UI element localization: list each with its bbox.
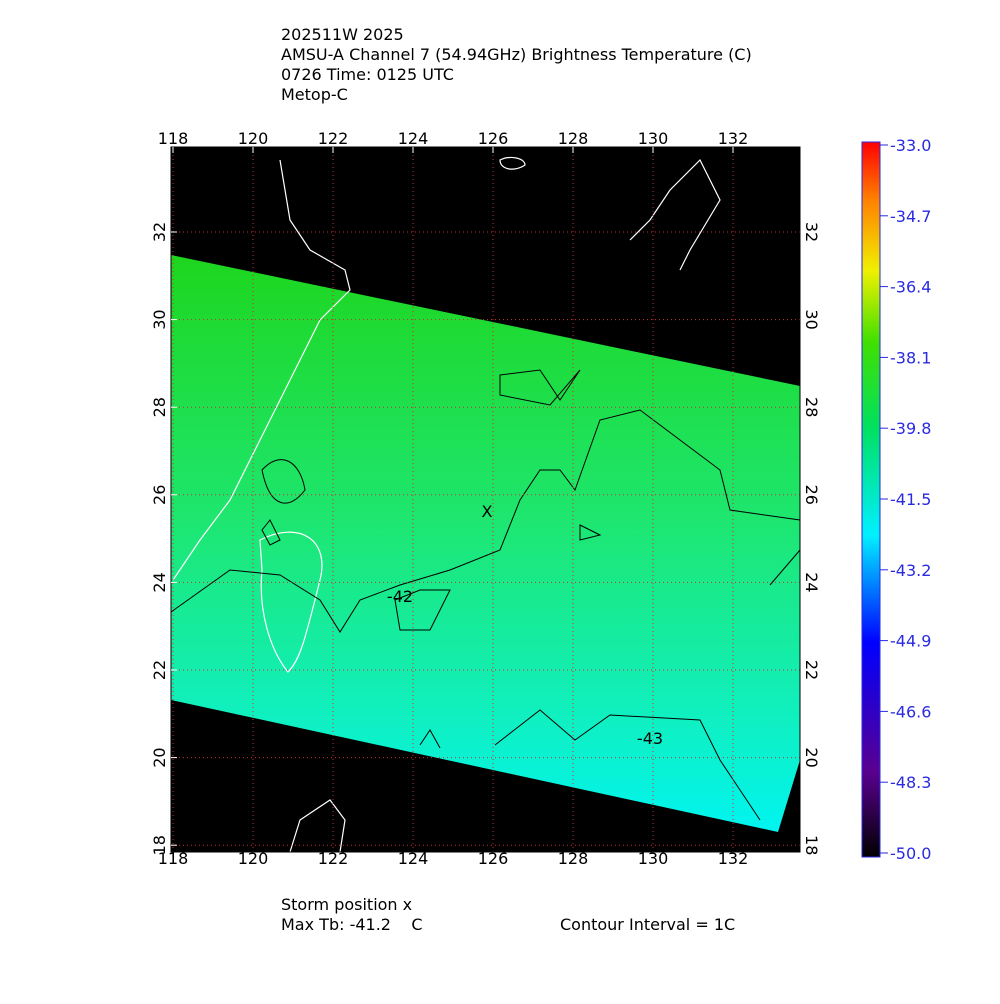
- lon-label-bottom: 130: [638, 849, 669, 868]
- colorbar-label: -36.4: [890, 278, 931, 297]
- contours: [170, 369, 801, 821]
- colorbar-label: -33.0: [890, 136, 931, 155]
- lat-label-right: 32: [802, 222, 821, 242]
- colorbar-label: -46.6: [890, 702, 931, 721]
- lat-label-left: 18: [150, 835, 169, 855]
- storm-position: Storm position x: [281, 895, 412, 914]
- lat-label-right: 24: [802, 572, 821, 592]
- lat-label-left: 26: [150, 485, 169, 505]
- lon-label-top: 132: [718, 129, 749, 148]
- lat-label-right: 28: [802, 397, 821, 417]
- lat-label-left: 24: [150, 572, 169, 592]
- colorbar: [861, 141, 881, 858]
- lon-label-bottom: 132: [718, 849, 749, 868]
- lon-label-bottom: 120: [238, 849, 269, 868]
- lon-label-top: 122: [318, 129, 349, 148]
- lat-label-left: 30: [150, 309, 169, 329]
- lon-label-bottom: 128: [558, 849, 589, 868]
- lat-label-right: 22: [802, 660, 821, 680]
- lat-label-right: 26: [802, 485, 821, 505]
- lon-label-bottom: 126: [478, 849, 509, 868]
- colorbar-label: -50.0: [890, 844, 931, 863]
- lat-label-right: 30: [802, 309, 821, 329]
- colorbar-label: -34.7: [890, 207, 931, 226]
- map-frame: [170, 146, 801, 853]
- title-line: 0726 Time: 0125 UTC: [281, 65, 454, 84]
- lon-label-top: 130: [638, 129, 669, 148]
- swath: [171, 255, 800, 832]
- title-line: 202511W 2025: [281, 25, 404, 44]
- contour-interval: Contour Interval = 1C: [560, 915, 735, 934]
- lon-label-top: 128: [558, 129, 589, 148]
- contour-label: -42: [387, 587, 413, 606]
- colorbar-label: -41.5: [890, 490, 931, 509]
- colorbar-label: -38.1: [890, 348, 931, 367]
- colorbar-label: -43.2: [890, 561, 931, 580]
- grid: [171, 147, 800, 852]
- colorbar-label: -39.8: [890, 419, 931, 438]
- contour-label: -43: [637, 729, 663, 748]
- lon-label-top: 118: [158, 129, 189, 148]
- lat-label-right: 18: [802, 835, 821, 855]
- lon-label-top: 124: [398, 129, 429, 148]
- lat-label-left: 20: [150, 747, 169, 767]
- lon-label-bottom: 122: [318, 849, 349, 868]
- title-line: Metop-C: [281, 85, 348, 104]
- lat-label-right: 20: [802, 747, 821, 767]
- ticks: 118 118 120 120 122 122 124 124 126 126 128 128 130 1…: [150, 129, 931, 868]
- max-tb: Max Tb: -41.2 C: [281, 915, 422, 934]
- lon-label-top: 126: [478, 129, 509, 148]
- lat-label-left: 32: [150, 222, 169, 242]
- lat-label-left: 22: [150, 660, 169, 680]
- lat-label-left: 28: [150, 397, 169, 417]
- colorbar-label: -44.9: [890, 632, 931, 651]
- lon-label-bottom: 124: [398, 849, 429, 868]
- title-line: AMSU-A Channel 7 (54.94GHz) Brightness T…: [281, 45, 752, 64]
- lon-label-bottom: 118: [158, 849, 189, 868]
- lon-label-top: 120: [238, 129, 269, 148]
- storm-marker: X: [482, 502, 493, 521]
- colorbar-label: -48.3: [890, 773, 931, 792]
